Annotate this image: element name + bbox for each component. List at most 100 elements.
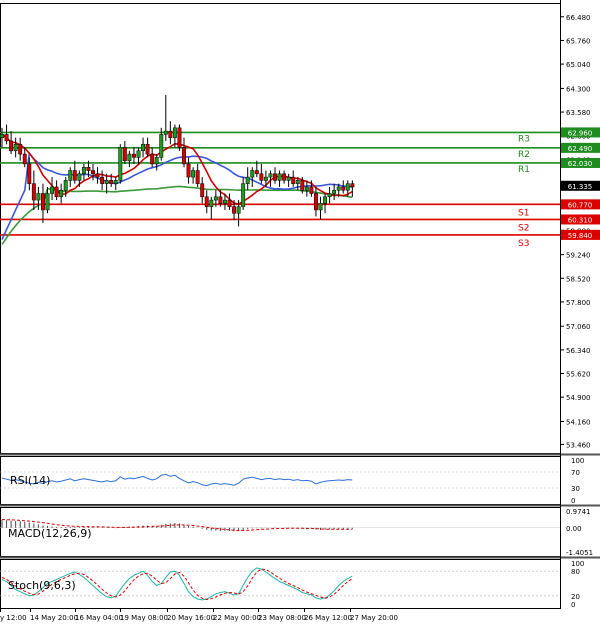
candle	[309, 180, 314, 197]
candle	[254, 160, 259, 178]
time-tick-label: 26 May 12:00	[304, 614, 352, 622]
pivot-name-s3: S3	[518, 239, 529, 249]
candle	[50, 177, 54, 201]
candle-body-down	[204, 196, 209, 207]
pivot-price-tag	[561, 157, 600, 168]
candle-body-up	[213, 196, 218, 201]
candle	[273, 167, 277, 184]
candle-body-up	[250, 170, 255, 178]
candle	[4, 124, 9, 145]
candle	[95, 167, 100, 184]
price-tick-label: 63.580	[566, 109, 591, 117]
candle-body-down	[309, 186, 314, 194]
candle	[159, 127, 164, 161]
candle-body-up	[141, 143, 146, 152]
candle-body-up	[36, 193, 41, 201]
candle-body-up	[223, 199, 227, 204]
pivot-price-label: 62.490	[568, 145, 593, 153]
candle-body-down	[254, 170, 259, 175]
candle-body-up	[277, 173, 282, 181]
candle	[209, 196, 214, 220]
candle	[150, 147, 155, 168]
price-tick-label: 53.460	[566, 441, 591, 449]
candle-body-down	[132, 153, 136, 158]
candle	[18, 137, 23, 161]
pivot-price-tag	[561, 127, 600, 138]
macd-tick-label: -1.4051	[566, 549, 593, 557]
candle	[336, 183, 341, 197]
candle-body-down	[109, 180, 114, 184]
candle-body-up	[159, 134, 164, 158]
candle-body-down	[291, 176, 296, 184]
candle-body-up	[81, 166, 86, 175]
candle	[22, 147, 27, 168]
candle	[41, 183, 45, 224]
current-price-label: 61.335	[568, 183, 593, 191]
pivot-price-tag	[561, 229, 600, 240]
stoch-tick-label: 20	[571, 593, 580, 601]
rsi-tick-label: 100	[571, 457, 584, 465]
stoch-d-line	[1, 568, 353, 601]
candle-body-up	[77, 173, 82, 181]
candle	[263, 170, 268, 187]
pivot-price-label: 59.840	[568, 232, 593, 240]
candle	[350, 180, 355, 197]
candle-body-up	[59, 189, 64, 198]
candle-body-down	[177, 127, 182, 148]
candle-body-up	[332, 189, 337, 194]
candle	[259, 163, 264, 184]
candle-body-up	[327, 193, 332, 198]
candle-body-down	[350, 183, 355, 188]
candle	[268, 170, 273, 187]
candle	[341, 180, 346, 194]
candle	[295, 177, 300, 191]
current-price-tag	[561, 180, 600, 191]
candle-body-down	[232, 206, 237, 214]
ma-blue-line	[1, 151, 353, 240]
pivot-price-tag	[561, 214, 600, 225]
candle-body-up	[295, 180, 300, 184]
candle-body-up	[104, 180, 109, 184]
candle	[204, 190, 209, 214]
candle-body-down	[22, 153, 27, 165]
candle-body-down	[195, 170, 200, 184]
pivot-price-label: 60.770	[568, 201, 593, 209]
candle	[172, 124, 177, 148]
candle	[154, 154, 159, 171]
candle	[282, 170, 287, 184]
candle-body-up	[191, 170, 196, 178]
candle	[145, 137, 150, 158]
candle	[213, 190, 218, 207]
time-tick-label: 14 May 20:00	[30, 614, 78, 622]
candle	[218, 190, 223, 207]
rsi-tick-label: 30	[571, 485, 580, 493]
candle-body-down	[314, 193, 318, 211]
candle-body-up	[0, 134, 4, 138]
candle-body-down	[9, 140, 14, 152]
candle	[223, 193, 227, 210]
candle-body-up	[245, 176, 250, 184]
candle-body-up	[113, 180, 118, 184]
time-tick-label: 23 May 08:00	[258, 614, 306, 622]
candle-body-up	[50, 186, 54, 194]
candle	[345, 180, 350, 197]
candle	[13, 137, 18, 158]
stoch-k-line	[1, 567, 353, 601]
candle	[245, 167, 250, 191]
candle	[127, 150, 132, 168]
candle	[36, 186, 41, 210]
candle	[332, 183, 337, 201]
candle-body-up	[268, 173, 273, 178]
price-tick-label: 57.060	[566, 323, 591, 331]
candle-body-down	[91, 170, 95, 175]
candle-body-up	[127, 153, 132, 161]
candle-body-down	[122, 147, 127, 161]
candle	[250, 167, 255, 187]
candle	[118, 144, 123, 184]
candle-body-up	[318, 203, 323, 211]
candle-body-up	[172, 127, 177, 138]
pivot-price-label: 60.310	[568, 216, 593, 224]
stoch-tick-label: 100	[571, 560, 584, 568]
